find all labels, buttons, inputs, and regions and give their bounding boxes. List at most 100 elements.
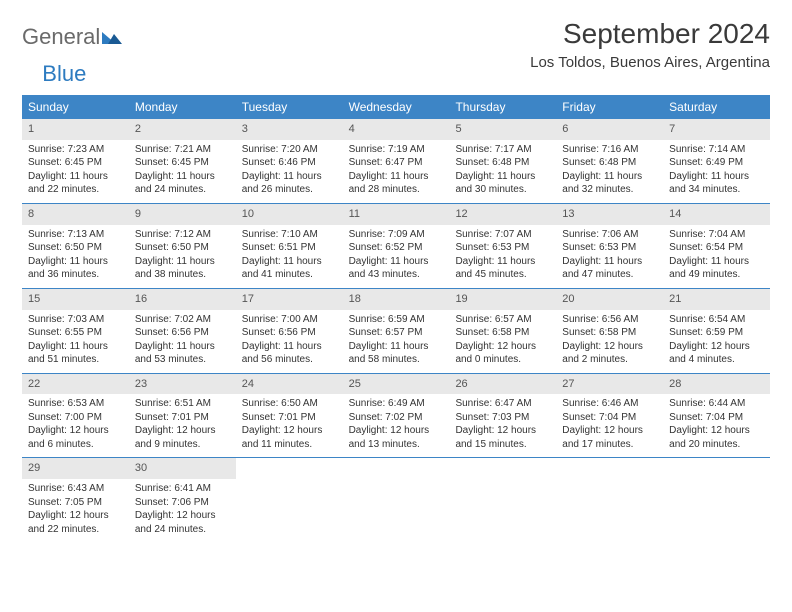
- daylight-text: Daylight: 11 hours and 47 minutes.: [562, 255, 657, 282]
- calendar-cell-empty: .: [556, 458, 663, 542]
- sunrise-text: Sunrise: 6:50 AM: [242, 397, 337, 411]
- day-number: 18: [343, 289, 450, 310]
- day-number: 27: [556, 374, 663, 395]
- sunrise-text: Sunrise: 7:14 AM: [669, 143, 764, 157]
- sunset-text: Sunset: 6:58 PM: [455, 326, 550, 340]
- day-number: 12: [449, 204, 556, 225]
- day-body: Sunrise: 6:59 AMSunset: 6:57 PMDaylight:…: [343, 310, 450, 373]
- day-number: 20: [556, 289, 663, 310]
- calendar-cell: 25Sunrise: 6:49 AMSunset: 7:02 PMDayligh…: [343, 374, 450, 458]
- sunrise-text: Sunrise: 6:53 AM: [28, 397, 123, 411]
- calendar-cell: 14Sunrise: 7:04 AMSunset: 6:54 PMDayligh…: [663, 204, 770, 288]
- calendar-cell: 23Sunrise: 6:51 AMSunset: 7:01 PMDayligh…: [129, 374, 236, 458]
- calendar-cell: 13Sunrise: 7:06 AMSunset: 6:53 PMDayligh…: [556, 204, 663, 288]
- sunrise-text: Sunrise: 6:49 AM: [349, 397, 444, 411]
- day-body: Sunrise: 6:49 AMSunset: 7:02 PMDaylight:…: [343, 394, 450, 457]
- calendar-cell: 5Sunrise: 7:17 AMSunset: 6:48 PMDaylight…: [449, 119, 556, 203]
- weekday-header: Sunday Monday Tuesday Wednesday Thursday…: [22, 95, 770, 119]
- weekday-tue: Tuesday: [236, 95, 343, 119]
- sunrise-text: Sunrise: 7:04 AM: [669, 228, 764, 242]
- calendar-cell: 11Sunrise: 7:09 AMSunset: 6:52 PMDayligh…: [343, 204, 450, 288]
- daylight-text: Daylight: 12 hours and 9 minutes.: [135, 424, 230, 451]
- logo: General: [22, 18, 122, 50]
- day-body: Sunrise: 7:16 AMSunset: 6:48 PMDaylight:…: [556, 140, 663, 203]
- daylight-text: Daylight: 11 hours and 58 minutes.: [349, 340, 444, 367]
- day-number: 25: [343, 374, 450, 395]
- day-number: 9: [129, 204, 236, 225]
- logo-text-general: General: [22, 24, 100, 50]
- calendar-cell: 26Sunrise: 6:47 AMSunset: 7:03 PMDayligh…: [449, 374, 556, 458]
- weekday-sun: Sunday: [22, 95, 129, 119]
- sunset-text: Sunset: 7:05 PM: [28, 496, 123, 510]
- sunset-text: Sunset: 7:04 PM: [562, 411, 657, 425]
- sunrise-text: Sunrise: 6:47 AM: [455, 397, 550, 411]
- sunrise-text: Sunrise: 6:59 AM: [349, 313, 444, 327]
- day-number: 23: [129, 374, 236, 395]
- sunset-text: Sunset: 7:00 PM: [28, 411, 123, 425]
- sunset-text: Sunset: 7:01 PM: [242, 411, 337, 425]
- day-number: 5: [449, 119, 556, 140]
- daylight-text: Daylight: 12 hours and 0 minutes.: [455, 340, 550, 367]
- day-body: Sunrise: 7:19 AMSunset: 6:47 PMDaylight:…: [343, 140, 450, 203]
- daylight-text: Daylight: 11 hours and 56 minutes.: [242, 340, 337, 367]
- calendar-cell: 18Sunrise: 6:59 AMSunset: 6:57 PMDayligh…: [343, 289, 450, 373]
- sunrise-text: Sunrise: 7:19 AM: [349, 143, 444, 157]
- calendar-cell: 3Sunrise: 7:20 AMSunset: 6:46 PMDaylight…: [236, 119, 343, 203]
- sunset-text: Sunset: 6:50 PM: [135, 241, 230, 255]
- sunrise-text: Sunrise: 6:44 AM: [669, 397, 764, 411]
- day-body: Sunrise: 7:23 AMSunset: 6:45 PMDaylight:…: [22, 140, 129, 203]
- calendar-cell-empty: .: [663, 458, 770, 542]
- daylight-text: Daylight: 11 hours and 38 minutes.: [135, 255, 230, 282]
- daylight-text: Daylight: 11 hours and 53 minutes.: [135, 340, 230, 367]
- day-body: Sunrise: 6:53 AMSunset: 7:00 PMDaylight:…: [22, 394, 129, 457]
- daylight-text: Daylight: 11 hours and 24 minutes.: [135, 170, 230, 197]
- sunset-text: Sunset: 6:45 PM: [28, 156, 123, 170]
- sunrise-text: Sunrise: 7:13 AM: [28, 228, 123, 242]
- calendar-cell: 1Sunrise: 7:23 AMSunset: 6:45 PMDaylight…: [22, 119, 129, 203]
- daylight-text: Daylight: 12 hours and 11 minutes.: [242, 424, 337, 451]
- sunrise-text: Sunrise: 7:02 AM: [135, 313, 230, 327]
- sunset-text: Sunset: 6:53 PM: [562, 241, 657, 255]
- day-number: 1: [22, 119, 129, 140]
- daylight-text: Daylight: 12 hours and 22 minutes.: [28, 509, 123, 536]
- day-body: Sunrise: 7:03 AMSunset: 6:55 PMDaylight:…: [22, 310, 129, 373]
- day-number: 13: [556, 204, 663, 225]
- sunrise-text: Sunrise: 6:54 AM: [669, 313, 764, 327]
- sunset-text: Sunset: 6:50 PM: [28, 241, 123, 255]
- day-body: Sunrise: 6:50 AMSunset: 7:01 PMDaylight:…: [236, 394, 343, 457]
- daylight-text: Daylight: 12 hours and 6 minutes.: [28, 424, 123, 451]
- sunset-text: Sunset: 6:56 PM: [242, 326, 337, 340]
- sunrise-text: Sunrise: 7:10 AM: [242, 228, 337, 242]
- daylight-text: Daylight: 11 hours and 43 minutes.: [349, 255, 444, 282]
- daylight-text: Daylight: 11 hours and 32 minutes.: [562, 170, 657, 197]
- sunset-text: Sunset: 7:01 PM: [135, 411, 230, 425]
- day-body: Sunrise: 6:57 AMSunset: 6:58 PMDaylight:…: [449, 310, 556, 373]
- calendar-week: 15Sunrise: 7:03 AMSunset: 6:55 PMDayligh…: [22, 289, 770, 374]
- sunrise-text: Sunrise: 6:46 AM: [562, 397, 657, 411]
- sunset-text: Sunset: 6:45 PM: [135, 156, 230, 170]
- sunrise-text: Sunrise: 6:56 AM: [562, 313, 657, 327]
- sunset-text: Sunset: 6:54 PM: [669, 241, 764, 255]
- calendar-cell: 21Sunrise: 6:54 AMSunset: 6:59 PMDayligh…: [663, 289, 770, 373]
- calendar-cell: 4Sunrise: 7:19 AMSunset: 6:47 PMDaylight…: [343, 119, 450, 203]
- day-body: Sunrise: 7:20 AMSunset: 6:46 PMDaylight:…: [236, 140, 343, 203]
- calendar-cell: 15Sunrise: 7:03 AMSunset: 6:55 PMDayligh…: [22, 289, 129, 373]
- calendar-cell: 29Sunrise: 6:43 AMSunset: 7:05 PMDayligh…: [22, 458, 129, 542]
- day-body: Sunrise: 7:21 AMSunset: 6:45 PMDaylight:…: [129, 140, 236, 203]
- sunrise-text: Sunrise: 7:21 AM: [135, 143, 230, 157]
- calendar-cell: 22Sunrise: 6:53 AMSunset: 7:00 PMDayligh…: [22, 374, 129, 458]
- day-number: 17: [236, 289, 343, 310]
- logo-text-blue: Blue: [42, 61, 86, 87]
- daylight-text: Daylight: 11 hours and 30 minutes.: [455, 170, 550, 197]
- sunset-text: Sunset: 6:48 PM: [455, 156, 550, 170]
- sunset-text: Sunset: 7:02 PM: [349, 411, 444, 425]
- sunset-text: Sunset: 6:53 PM: [455, 241, 550, 255]
- day-body: Sunrise: 6:56 AMSunset: 6:58 PMDaylight:…: [556, 310, 663, 373]
- calendar-cell: 17Sunrise: 7:00 AMSunset: 6:56 PMDayligh…: [236, 289, 343, 373]
- weekday-sat: Saturday: [663, 95, 770, 119]
- daylight-text: Daylight: 12 hours and 4 minutes.: [669, 340, 764, 367]
- sunset-text: Sunset: 6:49 PM: [669, 156, 764, 170]
- day-body: Sunrise: 6:43 AMSunset: 7:05 PMDaylight:…: [22, 479, 129, 542]
- day-body: Sunrise: 6:47 AMSunset: 7:03 PMDaylight:…: [449, 394, 556, 457]
- sunset-text: Sunset: 7:04 PM: [669, 411, 764, 425]
